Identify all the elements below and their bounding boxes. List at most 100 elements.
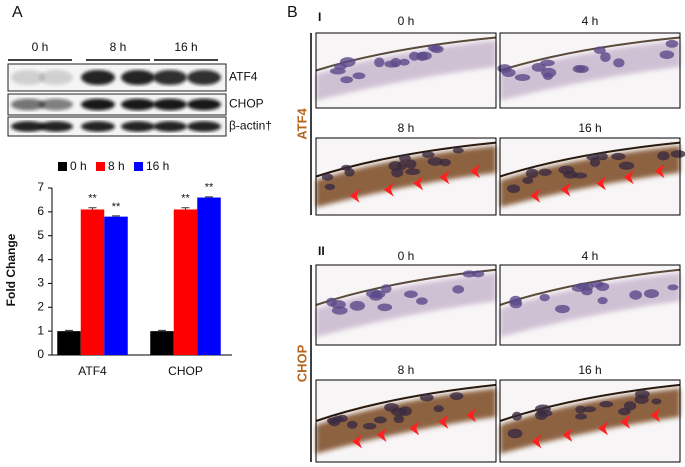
tissue-image [315,379,497,463]
nucleus [409,51,420,61]
nucleus [452,147,464,154]
tissue-layer [500,273,680,337]
nucleus [422,151,435,158]
nucleus [509,299,523,309]
blot-band [81,121,115,132]
error-bar [88,207,97,210]
y-tick-label: 0 [37,347,44,361]
nucleus [449,392,464,400]
protein-label: ATF4 [229,70,258,84]
blot-band [153,69,187,86]
nucleus [321,173,334,181]
tissue-image [315,137,497,216]
legend-swatch [134,162,143,171]
nucleus [324,183,336,190]
nucleus [623,401,637,411]
y-tick-label: 6 [37,204,44,218]
time-label: 16 h [578,363,601,377]
tissue-edge [315,36,497,72]
significance-label: ** [181,193,190,205]
nucleus [405,159,417,169]
nucleus [643,289,660,299]
bar [150,331,174,355]
tissue-image [315,264,497,346]
arrow [383,182,394,197]
nucleus [522,177,534,184]
nucleus [369,292,383,301]
arrow [439,170,450,185]
stain-label: ATF4 [294,107,309,139]
nucleus [651,398,662,405]
tissue-layer [316,40,496,101]
y-tick-label: 4 [37,252,44,266]
arrow [376,427,387,442]
nucleus [539,293,550,302]
y-axis-label: Fold Change [4,233,18,306]
tissue-edge [499,141,681,178]
significance-label: ** [205,182,214,194]
x-tick-label: ATF4 [78,364,107,378]
legend-label: 16 h [146,159,169,173]
nucleus [388,161,402,171]
legend-label: 0 h [70,159,87,173]
blot-band [153,98,187,111]
blot-band [39,69,73,86]
image-frame [315,379,497,463]
nucleus [665,39,679,48]
error-bar [181,207,190,210]
nucleus [362,422,377,430]
blot-band [39,98,73,111]
arrow [409,421,420,436]
bar [57,331,81,355]
nucleus [514,73,531,82]
nucleus [380,284,392,294]
arrow [650,408,661,423]
blot-band [11,98,45,111]
nucleus [670,150,685,158]
image-frame [315,264,497,346]
nucleus [600,52,611,63]
image-frame [315,137,497,216]
nucleus [330,299,346,309]
nucleus [462,270,476,278]
tissue-layer [500,40,680,101]
nucleus [525,168,539,179]
blot-band [121,98,155,111]
arrow [597,421,608,436]
nucleus [667,284,679,291]
nucleus [586,153,599,161]
nucleus [374,57,385,68]
nucleus [384,402,399,412]
nucleus [346,420,358,429]
y-tick-label: 5 [37,228,44,242]
arrow [413,176,424,191]
tissue-edge [499,36,681,72]
tissue-layer [316,388,496,454]
nucleus [634,389,650,399]
panel-label: A [12,4,23,21]
nucleus [433,405,444,413]
image-frame [499,379,681,463]
bar [173,209,198,355]
legend-swatch [96,162,105,171]
nucleus [349,300,366,311]
time-label: 8 h [398,121,415,135]
bar [80,209,105,355]
nucleus [511,411,522,421]
stain-label: CHOP [294,344,309,382]
arrow [623,170,634,185]
nucleus [352,72,366,80]
nucleus [452,285,465,294]
nucleus [384,60,399,68]
nucleus [328,416,341,427]
time-label: 4 h [582,249,599,263]
arrow [654,164,665,179]
tissue-layer [500,145,680,208]
tissue-image [315,32,497,109]
time-label: 16 h [578,121,601,135]
arrow [560,182,571,197]
nucleus [575,413,588,420]
tissue-image [497,32,681,109]
nucleus [599,401,614,408]
